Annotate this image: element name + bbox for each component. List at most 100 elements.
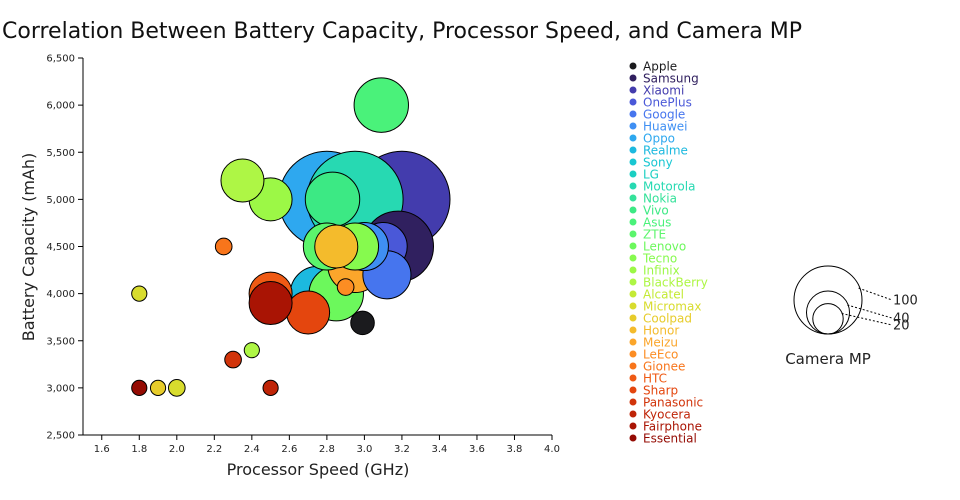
y-tick-label: 4,500 [46,242,75,253]
legend-entry: Sony [643,156,673,170]
legend-entry: Lenovo [643,240,686,254]
legend-entry: LG [643,168,659,182]
x-tick-label: 1.8 [131,444,147,455]
legend-marker [629,266,637,274]
bubble-asus [353,77,409,133]
bubble-blackberry [220,158,265,203]
x-tick-label: 3.4 [431,444,447,455]
legend-entry: OnePlus [643,96,692,110]
legend-entry: Motorola [643,180,695,194]
legend-marker [629,362,637,370]
x-tick-label: 2.2 [206,444,222,455]
x-tick-label: 2.4 [244,444,260,455]
legend-entry: LeEco [643,348,678,362]
axes: 1.6 1.8 2.0 2.2 2.4 2.6 2.8 3.0 3.2 3.4 3.6 3.8 4.0 2… [46,54,560,456]
bubble-panasonic [224,350,242,369]
legend-entry: Kyocera [643,408,691,422]
y-tick-label: 6,000 [46,101,75,112]
x-axis-label: Processor Speed (GHz) [227,460,410,479]
legend-entry: Fairphone [643,420,702,434]
y-tick-label: 3,000 [46,383,75,394]
legend-entry: Realme [643,144,688,158]
x-tick-label: 2.0 [169,444,185,455]
bubble-coolpad [149,379,167,396]
size-legend-tick: 40 [893,312,910,327]
x-tick-label: 2.6 [281,444,297,455]
legend-entry: Apple [643,60,677,74]
legend-entry: Huawei [643,120,688,134]
legend-entry: Gionee [643,360,685,374]
size-legend-tick: 20 [893,319,910,334]
legend-marker [629,218,637,226]
legend-marker [629,194,637,202]
legend-marker [629,410,637,418]
legend-marker [629,278,637,286]
legend-marker [629,86,637,94]
legend-marker [629,98,637,106]
legend-marker [629,110,637,118]
legend-marker [629,434,637,442]
x-tick-label: 1.6 [94,444,110,455]
legend-marker [629,374,637,382]
legend-entry: Micromax [643,300,701,314]
chart-title: Correlation Between Battery Capacity, Pr… [2,19,802,44]
legend-marker [629,350,637,358]
bubble-micromax [167,379,186,397]
x-tick-label: 3.8 [507,444,523,455]
bubble-leeco [336,278,355,296]
legend-entry: HTC [643,372,667,386]
legend-entry: Oppo [643,132,675,146]
legend-entry: Meizu [643,336,678,350]
legend-marker [629,182,637,190]
legend-entry: Sharp [643,384,678,398]
legend-marker [629,158,637,166]
x-tick-label: 3.6 [469,444,485,455]
bubble-essential [131,379,148,396]
legend-entry: Nokia [643,192,677,206]
legend-entry: Vivo [643,204,669,218]
bubble-honor [314,224,359,269]
legend-entry: Honor [643,324,679,338]
legend-entry: Infinix [643,264,680,278]
legend-marker [629,326,637,334]
size-legend-leader [841,312,893,326]
legend-entry: Tecno [642,252,677,266]
legend-marker [629,242,637,250]
bubble-gionee [214,237,233,256]
legend: AppleSamsungXiaomiOnePlusGoogleHuaweiOpp… [629,60,708,446]
legend-entry: Google [643,108,685,122]
legend-marker [629,338,637,346]
x-tick-label: 3.0 [356,444,372,455]
legend-entry: Essential [643,432,697,446]
x-tick-label: 3.2 [394,444,410,455]
legend-entry: Samsung [643,72,699,86]
legend-marker [629,134,637,142]
legend-marker [629,314,637,322]
y-axis-label: Battery Capacity (mAh) [19,153,38,341]
legend-marker [629,206,637,214]
legend-entry: Panasonic [643,396,703,410]
size-legend-leader [858,287,893,301]
x-tick-label: 2.8 [319,444,335,455]
legend-entry: Asus [643,216,671,230]
legend-marker [629,230,637,238]
legend-marker [629,386,637,394]
legend-marker [629,422,637,430]
legend-marker [629,398,637,406]
bubble-kyocera [262,379,279,396]
x-tick-label: 4.0 [544,444,560,455]
size-legend-circle [805,290,851,335]
bubble-micromax [131,285,148,302]
bubble-sharp [286,290,331,335]
y-tick-label: 6,500 [46,54,75,65]
legend-marker [629,74,637,82]
y-tick-label: 2,500 [46,431,75,442]
y-tick-label: 4,000 [46,289,75,300]
legend-entry: Alcatel [643,288,684,302]
legend-marker [629,302,637,310]
size-legend-circle [793,265,863,335]
legend-marker [629,170,637,178]
y-tick-label: 5,000 [46,195,75,206]
